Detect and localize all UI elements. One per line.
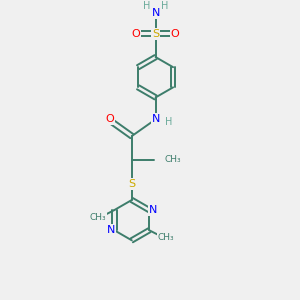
Text: CH₃: CH₃ [89,213,106,222]
Text: CH₃: CH₃ [158,233,174,242]
Text: H: H [143,1,150,11]
Text: N: N [148,205,157,215]
Text: H: H [164,116,172,127]
Text: O: O [171,29,180,39]
Text: N: N [107,225,115,235]
Text: N: N [152,8,160,18]
Text: CH₃: CH₃ [165,155,181,164]
Text: S: S [128,179,135,189]
Text: O: O [132,29,140,39]
Text: S: S [152,29,159,39]
Text: H: H [161,1,168,11]
Text: O: O [105,114,114,124]
Text: N: N [152,114,160,124]
